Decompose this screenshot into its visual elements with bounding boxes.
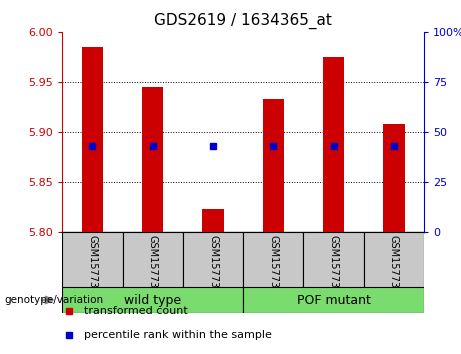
Bar xyxy=(384,124,404,232)
Bar xyxy=(142,87,163,232)
Text: GSM157735: GSM157735 xyxy=(208,235,218,294)
Bar xyxy=(82,47,103,232)
Bar xyxy=(62,287,243,313)
Bar xyxy=(62,232,123,287)
Bar xyxy=(243,287,424,313)
Text: percentile rank within the sample: percentile rank within the sample xyxy=(84,330,272,340)
Bar xyxy=(183,232,243,287)
Text: GSM157737: GSM157737 xyxy=(329,235,339,294)
Bar xyxy=(323,57,344,232)
Text: POF mutant: POF mutant xyxy=(297,293,371,307)
Text: genotype/variation: genotype/variation xyxy=(5,295,104,305)
Text: transformed count: transformed count xyxy=(84,306,188,316)
Bar xyxy=(263,99,284,232)
Bar xyxy=(123,232,183,287)
Bar xyxy=(364,232,424,287)
Title: GDS2619 / 1634365_at: GDS2619 / 1634365_at xyxy=(154,13,332,29)
Bar xyxy=(303,232,364,287)
Text: GSM157738: GSM157738 xyxy=(389,235,399,294)
Text: wild type: wild type xyxy=(124,293,181,307)
Text: GSM157732: GSM157732 xyxy=(88,235,97,294)
Bar xyxy=(243,232,303,287)
Text: GSM157734: GSM157734 xyxy=(148,235,158,294)
Bar xyxy=(202,209,224,232)
Text: GSM157736: GSM157736 xyxy=(268,235,278,294)
